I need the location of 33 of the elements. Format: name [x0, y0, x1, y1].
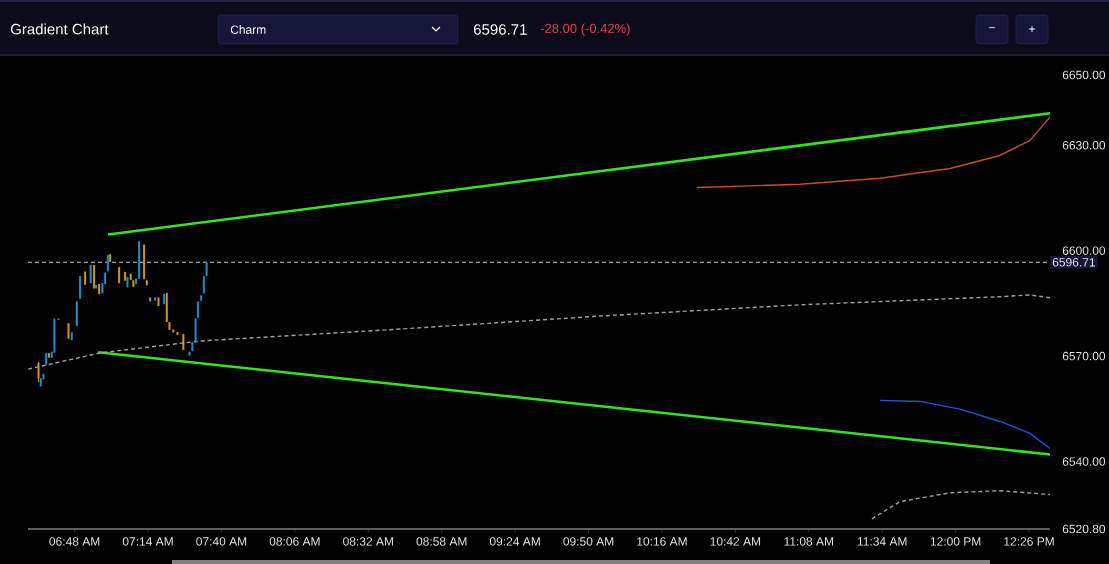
ref-line-label: 6596.71 [1052, 258, 1095, 267]
y-tick-label: 6570.00 [1062, 351, 1106, 361]
y-tick-label: 6520.80 [1062, 524, 1106, 534]
text: -28.00 (-0.42%) [540, 23, 630, 36]
y-tick-label: 6650.00 [1062, 70, 1106, 80]
x-tick-label: 06:48 AM [49, 537, 100, 546]
x-tick-label: 12:00 PM [930, 537, 981, 546]
x-tick-label: 07:14 AM [122, 537, 173, 546]
x-tick-label: 07:40 AM [196, 537, 247, 546]
x-tick-label: 11:08 AM [784, 537, 834, 546]
text: + [1029, 26, 1035, 32]
y-tick-label: 6600.00 [1062, 246, 1106, 255]
candlestick [37, 361, 40, 383]
x-tick-label: 09:24 AM [489, 537, 540, 546]
x-tick-label: 08:32 AM [343, 537, 393, 546]
line-series [879, 399, 1051, 450]
text: 6596.71 [473, 24, 527, 35]
x-tick-label: 12:26 PM [1004, 537, 1054, 546]
y-tick-label: 6630.00 [1062, 141, 1106, 150]
x-tick-label: 10:16 AM [637, 537, 687, 546]
text: Charm [230, 25, 266, 34]
x-tick-label: 08:58 AM [416, 537, 467, 546]
x-tick-label: 10:42 AM [710, 537, 761, 546]
y-tick-label: 6540.00 [1062, 457, 1106, 466]
text: − [989, 27, 995, 29]
candlestick [79, 275, 82, 299]
x-tick-label: 11:34 AM [857, 537, 907, 546]
line-series [696, 116, 1051, 189]
chart-title: Gradient Chart [10, 23, 109, 35]
line-series [27, 294, 1051, 370]
line-series [871, 489, 1051, 520]
x-tick-label: 08:06 AM [269, 537, 320, 546]
x-tick-label: 09:50 AM [563, 537, 614, 546]
